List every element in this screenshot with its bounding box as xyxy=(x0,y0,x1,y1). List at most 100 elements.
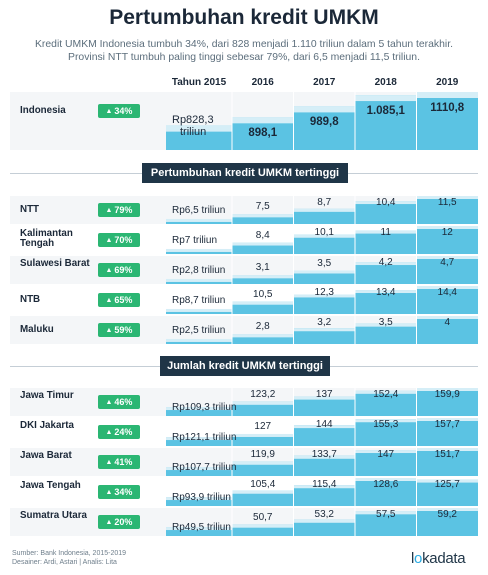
up-triangle-icon: ▲ xyxy=(105,489,115,496)
chart-title: Pertumbuhan kredit UMKM xyxy=(109,6,379,29)
subtitle-line-1: Kredit UMKM Indonesia tumbuh 34%, dari 8… xyxy=(35,39,453,50)
dki-jakarta-strip-cap-0 xyxy=(166,437,232,441)
kalimantan-tengah-growth-strip xyxy=(166,226,478,254)
maluku-growth-badge: ▲ 59% xyxy=(98,323,140,337)
dki-jakarta-label: DKI Jakarta xyxy=(20,420,74,431)
jawa-barat-strip-cap-1 xyxy=(232,461,294,465)
jawa-barat-growth-value: 41% xyxy=(114,457,133,467)
jawa-timur-label: Jawa Timur xyxy=(20,390,74,401)
jawa-barat-row: Jawa Barat ▲ 41% Rp107,7 triliun 119,9 133,7… xyxy=(10,448,478,476)
jawa-barat-growth-strip xyxy=(166,448,478,476)
ntb-strip-cap-1 xyxy=(232,301,294,305)
up-triangle-icon: ▲ xyxy=(105,459,115,466)
ntb-growth-badge: ▲ 65% xyxy=(98,293,140,307)
chart-subtitle: Kredit UMKM Indonesia tumbuh 34%, dari 8… xyxy=(10,38,478,64)
dki-jakarta-value-3: 155,3 xyxy=(373,419,399,430)
kalimantan-tengah-value-4: 12 xyxy=(441,227,453,238)
ntt-value-4: 11,5 xyxy=(437,197,457,208)
kalimantan-tengah-base-value: Rp7 triliun xyxy=(172,235,218,246)
kalimantan-tengah-value-3: 11 xyxy=(380,227,391,238)
indonesia-strip-cap-1 xyxy=(232,117,294,124)
jawa-barat-strip-svg xyxy=(166,448,478,476)
sulawesi-barat-row: Sulawesi Barat ▲ 69% Rp2,8 triliun 3,1 3,5 4,… xyxy=(10,256,478,284)
indonesia-row: Indonesia ▲ 34% Rp828,3 triliun 898,1 989,8 1.… xyxy=(10,92,478,150)
jawa-tengah-strip-cap-1 xyxy=(232,490,294,494)
sumatra-utara-strip-cap-2 xyxy=(293,519,355,523)
section-title: Pertumbuhan kredit UMKM tertinggi xyxy=(142,163,348,183)
ntb-strip-cap-2 xyxy=(293,294,355,298)
kalimantan-tengah-value-1: 8,4 xyxy=(255,229,270,241)
ntb-value-4: 14,4 xyxy=(437,287,457,298)
up-triangle-icon: ▲ xyxy=(105,297,115,304)
maluku-strip-cap-0 xyxy=(166,338,232,342)
ntt-strip-cap-4 xyxy=(416,196,478,199)
ntt-base-value: Rp6,5 triliun xyxy=(172,205,226,216)
sumatra-utara-value-3: 57,5 xyxy=(376,509,396,520)
jawa-barat-growth-badge: ▲ 41% xyxy=(98,455,140,469)
jawa-barat-value-4: 151,7 xyxy=(434,449,460,460)
indonesia-growth-strip xyxy=(166,92,478,150)
ntb-strip-svg xyxy=(166,286,478,314)
dki-jakarta-growth-value: 24% xyxy=(114,427,133,437)
jawa-timur-growth-strip xyxy=(166,388,478,416)
maluku-label: Maluku xyxy=(20,324,54,335)
kalimantan-tengah-row: Kalimantan Tengah ▲ 70% Rp7 triliun 8,4 10,1… xyxy=(10,226,478,254)
sulawesi-barat-growth-strip xyxy=(166,256,478,284)
jawa-timur-strip-cap-1 xyxy=(232,401,294,405)
jawa-tengah-value-1: 105,4 xyxy=(250,479,276,490)
jawa-timur-strip-cap-0 xyxy=(166,407,232,411)
sumatra-utara-value-4: 59,2 xyxy=(437,509,457,520)
jawa-tengah-strip-svg xyxy=(166,478,478,506)
jawa-timur-value-2: 137 xyxy=(315,389,333,400)
sumatra-utara-value-1: 50,7 xyxy=(253,511,273,523)
jawa-tengah-growth-value: 34% xyxy=(114,487,133,497)
maluku-strip-svg xyxy=(166,316,478,344)
ntt-strip-cap-2 xyxy=(293,208,355,212)
dki-jakarta-strip-cap-4 xyxy=(416,418,478,421)
header-year-1: 2016 xyxy=(251,77,274,88)
indonesia-growth-value: 34% xyxy=(114,106,133,116)
jawa-timur-strip-area xyxy=(166,388,478,416)
maluku-value-4: 4 xyxy=(444,317,451,328)
indonesia-value-2: 989,8 xyxy=(309,116,339,129)
jawa-barat-label: Jawa Barat xyxy=(20,450,72,461)
sumatra-utara-value-2: 53,2 xyxy=(314,509,334,520)
maluku-row: Maluku ▲ 59% Rp2,5 triliun 2,8 3,2 3,5 4 xyxy=(10,316,478,344)
jawa-tengah-strip-cap-0 xyxy=(166,497,232,501)
sulawesi-barat-value-3: 4,2 xyxy=(378,257,393,268)
jawa-timur-strip-cap-4 xyxy=(416,388,478,391)
sumatra-utara-base-value: Rp49,5 triliun xyxy=(172,522,231,533)
jawa-timur-strip-svg xyxy=(166,388,478,416)
sumatra-utara-strip-cap-4 xyxy=(416,508,478,511)
sulawesi-barat-strip-cap-2 xyxy=(293,270,355,274)
up-triangle-icon: ▲ xyxy=(105,429,115,436)
maluku-strip-cap-4 xyxy=(416,316,478,319)
kalimantan-tengah-strip-cap-4 xyxy=(416,226,478,229)
ntt-growth-badge: ▲ 79% xyxy=(98,203,140,217)
sumatra-utara-strip-cap-3 xyxy=(355,511,417,515)
dki-jakarta-strip-cap-3 xyxy=(355,419,417,423)
kalimantan-tengah-strip-cap-0 xyxy=(166,248,232,252)
sumatra-utara-growth-value: 20% xyxy=(114,517,133,527)
ntt-value-3: 10,4 xyxy=(376,197,396,208)
indonesia-strip-cap-3 xyxy=(355,95,417,102)
footer: Sumber: Bank Indonesia, 2015-2019 Desain… xyxy=(12,549,126,567)
jawa-tengah-strip-cap-2 xyxy=(293,485,355,489)
sulawesi-barat-strip-cap-3 xyxy=(355,262,417,266)
kalimantan-tengah-growth-badge: ▲ 70% xyxy=(98,233,140,247)
ntb-strip-cap-3 xyxy=(355,290,417,294)
source-note: Sumber: Bank Indonesia, 2015-2019 xyxy=(12,550,127,557)
ntb-row: NTB ▲ 65% Rp8,7 triliun 10,5 12,3 13,4 14,4 xyxy=(10,286,478,314)
jawa-timur-growth-value: 46% xyxy=(114,397,133,407)
maluku-value-3: 3,5 xyxy=(378,317,393,328)
kalimantan-tengah-growth-value: 70% xyxy=(114,235,133,245)
kalimantan-tengah-strip-cap-1 xyxy=(232,242,294,246)
jawa-tengah-base-value: Rp93,9 triliun xyxy=(172,492,231,503)
dki-jakarta-value-1: 127 xyxy=(254,420,272,432)
sulawesi-barat-strip-cap-0 xyxy=(166,278,232,282)
ntt-strip-cap-0 xyxy=(166,218,232,222)
ntt-growth-value: 79% xyxy=(114,205,133,215)
ntt-strip-cap-1 xyxy=(232,214,294,218)
up-triangle-icon: ▲ xyxy=(105,327,115,334)
ntt-value-2: 8,7 xyxy=(317,197,332,208)
